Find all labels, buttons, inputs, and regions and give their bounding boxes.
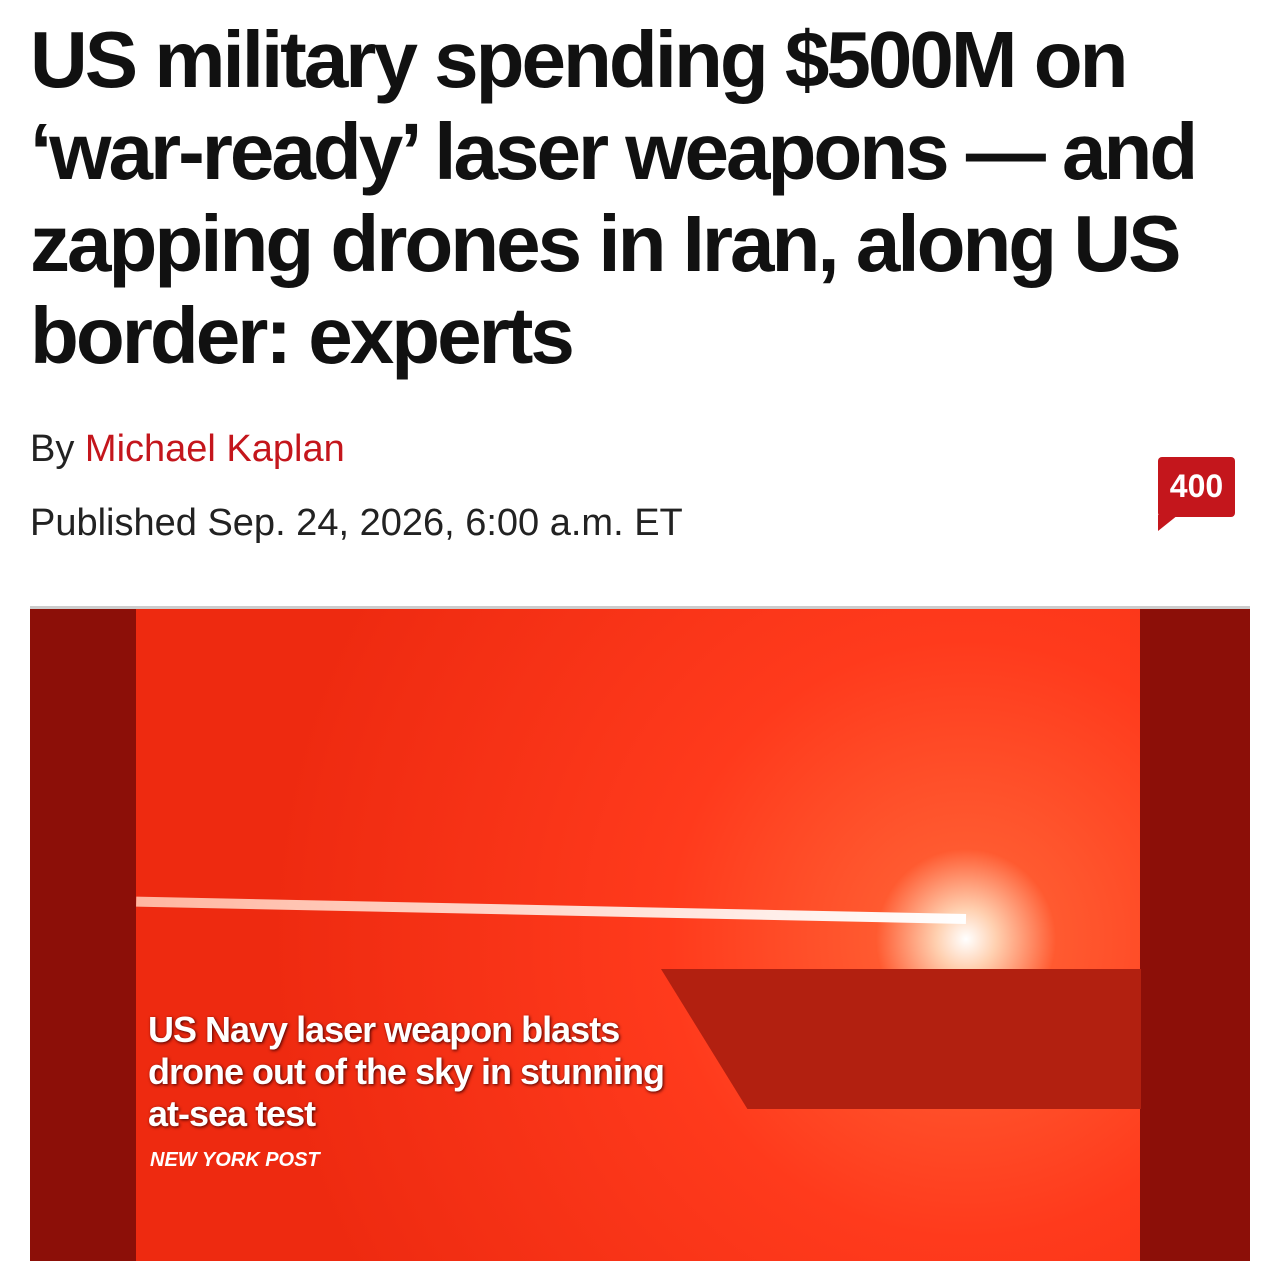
byline: By Michael Kaplan	[30, 428, 345, 471]
author-link[interactable]: Michael Kaplan	[84, 428, 345, 470]
video[interactable]: US Navy laser weapon blasts drone out of…	[30, 606, 1250, 1261]
video-caption: US Navy laser weapon blasts drone out of…	[148, 1009, 665, 1134]
video-source: NEW YORK POST	[150, 1149, 320, 1171]
video-frame	[136, 609, 1141, 1261]
headline: US military spending $500M on ‘war-ready…	[30, 15, 1198, 380]
ship	[661, 969, 1141, 1109]
by-prefix: By	[30, 428, 75, 470]
comment-count[interactable]: 400	[1158, 457, 1235, 531]
published-date: Published Sep. 24, 2026, 6:00 a.m. ET	[30, 502, 683, 544]
laser-beam	[136, 896, 967, 924]
